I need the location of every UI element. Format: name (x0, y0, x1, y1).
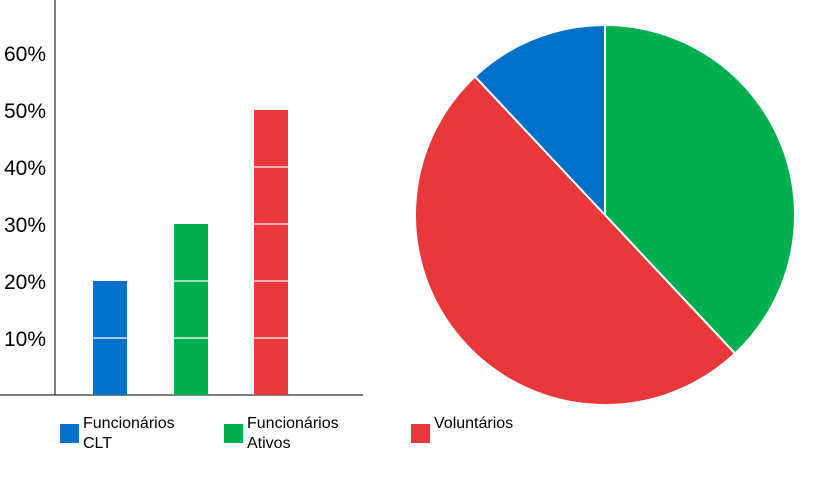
legend-swatch-voluntarios (411, 424, 430, 443)
legend-label-ativos: Funcionários Ativos (247, 415, 339, 452)
legend-label-voluntarios: Voluntários (434, 415, 514, 432)
y-tick-label: 10% (4, 328, 46, 351)
pie-chart (414, 23, 796, 406)
legend-item-clt: Funcionários CLT (60, 414, 175, 454)
pie-slice (414, 75, 737, 406)
y-tick-label: 20% (4, 271, 46, 294)
legend-item-ativos: Funcionários Ativos (224, 414, 339, 454)
legend-label-clt: Funcionários CLT (83, 415, 175, 452)
y-tick-label: 40% (4, 157, 46, 180)
legend-item-voluntarios: Voluntários (411, 414, 513, 443)
bar (174, 224, 208, 395)
bars (93, 110, 288, 395)
pie-slice (473, 23, 606, 218)
y-tick-label: 50% (4, 100, 46, 123)
y-tick-labels: 10% 20% 30% 40% 50% 60% (4, 43, 46, 351)
bar (254, 110, 288, 395)
bar-chart: 10% 20% 30% 40% 50% 60% (0, 0, 363, 396)
pie-slice (604, 23, 796, 355)
legend-swatch-ativos (224, 424, 243, 443)
legend-swatch-clt (60, 424, 79, 443)
y-tick-label: 30% (4, 214, 46, 237)
y-tick-label: 60% (4, 43, 46, 66)
